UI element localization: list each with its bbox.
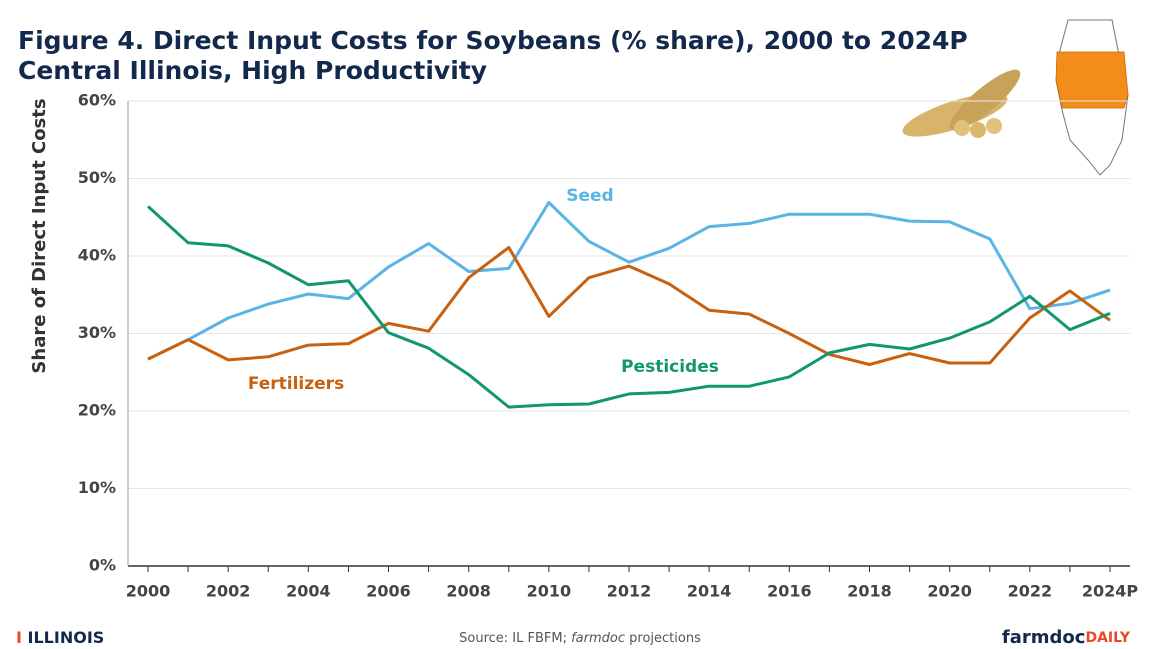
x-tick-label: 2020: [927, 582, 972, 601]
x-tick-label: 2016: [767, 582, 812, 601]
y-tick-label: 0%: [89, 556, 116, 575]
x-tick-label: 2004: [286, 582, 331, 601]
source-part: farmdoc: [571, 631, 625, 646]
x-tick-label: 2024P: [1082, 582, 1139, 601]
soybean-image: [902, 69, 1021, 138]
logo-part: DAILY: [1085, 630, 1130, 646]
y-tick-label: 10%: [78, 478, 116, 497]
series-label: Fertilizers: [248, 374, 344, 394]
series-line: [147, 246, 1111, 366]
x-tick-label: 2022: [1008, 582, 1053, 601]
y-tick-label: 30%: [78, 323, 116, 342]
brand: I ILLINOIS: [16, 628, 104, 647]
x-tick-label: 2018: [847, 582, 892, 601]
source-part: projections: [625, 631, 701, 646]
source-note: Source: IL FBFM; farmdoc projections: [459, 631, 701, 646]
x-tick-label: 2000: [126, 582, 171, 601]
x-tick-label: 2012: [607, 582, 652, 601]
illinois-map: [1055, 19, 1129, 176]
brand-text: ILLINOIS: [28, 628, 105, 647]
x-tick-label: 2002: [206, 582, 251, 601]
series-label: Pesticides: [621, 357, 719, 377]
x-tick-label: 2010: [527, 582, 572, 601]
brand-mark: I: [16, 628, 28, 647]
x-tick-label: 2014: [687, 582, 732, 601]
y-axis-label: Share of Direct Input Costs: [29, 98, 50, 373]
source-part: Source: IL FBFM;: [459, 631, 571, 646]
x-tick-label: 2008: [446, 582, 491, 601]
series-label: Seed: [566, 186, 613, 206]
logo-part: farmdoc: [1002, 627, 1086, 648]
y-tick-label: 60%: [78, 91, 116, 110]
logo: farmdocDAILY: [1002, 627, 1131, 648]
x-tick-label: 2006: [366, 582, 411, 601]
chart-title: Figure 4. Direct Input Costs for Soybean…: [18, 26, 968, 55]
y-tick-label: 20%: [78, 401, 116, 420]
chart-subtitle: Central Illinois, High Productivity: [18, 56, 487, 85]
series-line: [146, 205, 1111, 409]
y-tick-label: 50%: [78, 168, 116, 187]
y-tick-label: 40%: [78, 246, 116, 265]
series-line: [147, 201, 1111, 361]
